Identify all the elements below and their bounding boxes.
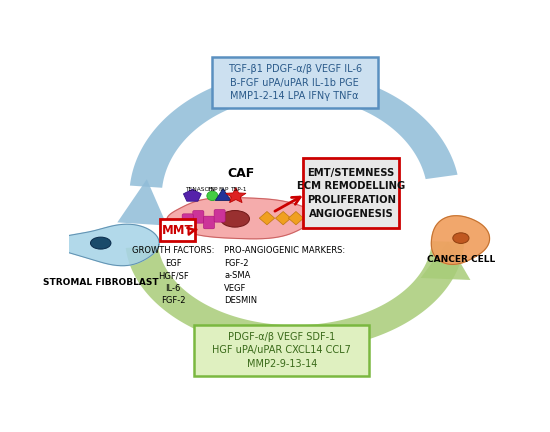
Polygon shape [216,188,231,200]
Ellipse shape [91,237,111,249]
Text: CANCER CELL: CANCER CELL [427,255,495,264]
Polygon shape [184,189,201,201]
FancyBboxPatch shape [193,210,204,223]
Polygon shape [53,224,159,266]
FancyBboxPatch shape [212,57,378,108]
Text: EMT/STEMNESS
ECM REMODELLING
PROLIFERATION
ANGIOGENESIS: EMT/STEMNESS ECM REMODELLING PROLIFERATI… [297,168,405,219]
FancyBboxPatch shape [303,158,399,228]
Text: GROWTH FACTORS:
EGF
HGF/SF
IL-6
FGF-2: GROWTH FACTORS: EGF HGF/SF IL-6 FGF-2 [132,246,214,305]
Text: TSP-1: TSP-1 [230,187,246,192]
Text: FSP: FSP [207,187,218,192]
Polygon shape [431,216,490,264]
Polygon shape [130,71,458,188]
FancyBboxPatch shape [195,324,369,376]
Text: TGF-β1 PDGF-α/β VEGF IL-6
B-FGF uPA/uPAR IL-1b PGE
MMP1-2-14 LPA IFNγ TNFα: TGF-β1 PDGF-α/β VEGF IL-6 B-FGF uPA/uPAR… [228,64,362,101]
Polygon shape [117,179,167,226]
Ellipse shape [221,210,250,227]
Text: PRO-ANGIOGENIC MARKERS:
FGF-2
a-SMA
VEGF
DESMIN: PRO-ANGIOGENIC MARKERS: FGF-2 a-SMA VEGF… [224,246,345,305]
Ellipse shape [453,233,469,244]
FancyBboxPatch shape [214,210,225,222]
FancyBboxPatch shape [204,216,214,229]
Polygon shape [276,212,291,225]
Polygon shape [167,197,316,239]
Text: TENASCIN: TENASCIN [185,187,215,192]
Text: MMT: MMT [162,224,194,237]
Ellipse shape [207,191,218,200]
Polygon shape [125,241,464,350]
Polygon shape [259,212,274,225]
Text: FAP: FAP [218,187,228,192]
Text: PDGF-α/β VEGF SDF-1
HGF uPA/uPAR CXCL14 CCL7
MMP2-9-13-14: PDGF-α/β VEGF SDF-1 HGF uPA/uPAR CXCL14 … [212,332,351,369]
Polygon shape [288,212,304,225]
FancyBboxPatch shape [182,214,193,226]
FancyBboxPatch shape [161,219,195,241]
Polygon shape [226,187,246,203]
Text: CAF: CAF [228,167,255,180]
Polygon shape [421,241,470,280]
Text: STROMAL FIBROBLAST: STROMAL FIBROBLAST [43,278,158,287]
